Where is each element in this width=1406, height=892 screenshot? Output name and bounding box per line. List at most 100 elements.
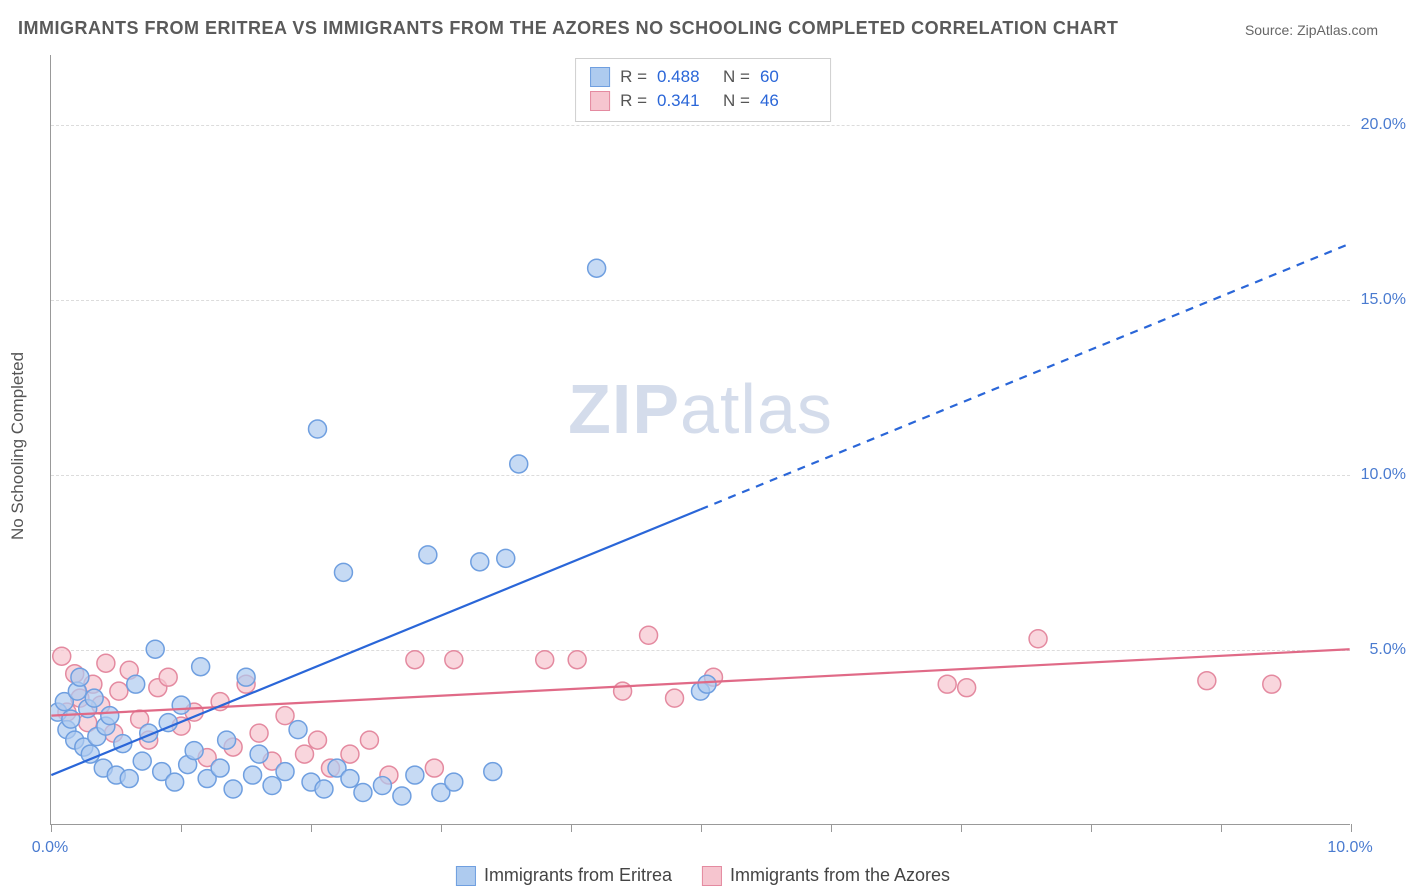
data-point (101, 707, 119, 725)
xtick (441, 824, 442, 832)
ytick-label: 20.0% (1361, 116, 1406, 134)
data-point (263, 777, 281, 795)
data-point (666, 689, 684, 707)
data-point (640, 626, 658, 644)
trend-line (701, 244, 1350, 510)
r-label: R = (620, 67, 647, 87)
data-point (373, 777, 391, 795)
data-point (296, 745, 314, 763)
plot-area: ZIPatlas 5.0%10.0%15.0%20.0% (50, 55, 1350, 825)
data-point (425, 759, 443, 777)
xtick-label: 10.0% (1327, 839, 1372, 857)
data-point (133, 752, 151, 770)
xtick (1221, 824, 1222, 832)
ytick-label: 5.0% (1370, 641, 1406, 659)
xtick (701, 824, 702, 832)
r-value-eritrea: 0.488 (657, 67, 713, 87)
legend-item-azores: Immigrants from the Azores (702, 865, 950, 886)
xtick (1351, 824, 1352, 832)
data-point (218, 731, 236, 749)
stats-legend: R = 0.488 N = 60 R = 0.341 N = 46 (575, 58, 831, 122)
data-point (309, 731, 327, 749)
legend-swatch-azores (702, 866, 722, 886)
swatch-azores (590, 91, 610, 111)
data-point (250, 745, 268, 763)
data-point (62, 710, 80, 728)
xtick (1091, 824, 1092, 832)
n-value-azores: 46 (760, 91, 816, 111)
stats-row-eritrea: R = 0.488 N = 60 (590, 65, 816, 89)
data-point (97, 654, 115, 672)
data-point (192, 658, 210, 676)
data-point (698, 675, 716, 693)
n-value-eritrea: 60 (760, 67, 816, 87)
data-point (406, 766, 424, 784)
chart-title: IMMIGRANTS FROM ERITREA VS IMMIGRANTS FR… (18, 18, 1118, 39)
source-label: Source: (1245, 22, 1293, 38)
source-value: ZipAtlas.com (1297, 22, 1378, 38)
xtick (571, 824, 572, 832)
data-point (224, 780, 242, 798)
data-point (309, 420, 327, 438)
data-point (159, 668, 177, 686)
r-label: R = (620, 91, 647, 111)
data-point (614, 682, 632, 700)
xtick (311, 824, 312, 832)
data-point (53, 647, 71, 665)
xtick (831, 824, 832, 832)
xtick (181, 824, 182, 832)
xtick (961, 824, 962, 832)
data-point (276, 763, 294, 781)
chart-svg (51, 55, 1350, 824)
data-point (289, 721, 307, 739)
data-point (354, 784, 372, 802)
data-point (146, 640, 164, 658)
data-point (958, 679, 976, 697)
data-point (71, 668, 89, 686)
ytick-label: 10.0% (1361, 466, 1406, 484)
data-point (334, 563, 352, 581)
data-point (360, 731, 378, 749)
data-point (81, 745, 99, 763)
swatch-eritrea (590, 67, 610, 87)
data-point (1029, 630, 1047, 648)
source-credit: Source: ZipAtlas.com (1245, 22, 1378, 38)
data-point (588, 259, 606, 277)
xtick-label: 0.0% (32, 839, 68, 857)
legend-item-eritrea: Immigrants from Eritrea (456, 865, 672, 886)
data-point (568, 651, 586, 669)
data-point (120, 770, 138, 788)
data-point (471, 553, 489, 571)
legend-label-eritrea: Immigrants from Eritrea (484, 865, 672, 886)
data-point (406, 651, 424, 669)
data-point (1263, 675, 1281, 693)
n-label: N = (723, 67, 750, 87)
data-point (341, 745, 359, 763)
data-point (172, 696, 190, 714)
data-point (419, 546, 437, 564)
data-point (185, 742, 203, 760)
stats-row-azores: R = 0.341 N = 46 (590, 89, 816, 113)
data-point (938, 675, 956, 693)
data-point (237, 668, 255, 686)
data-point (276, 707, 294, 725)
data-point (211, 759, 229, 777)
series-legend: Immigrants from Eritrea Immigrants from … (456, 865, 950, 886)
data-point (536, 651, 554, 669)
legend-label-azores: Immigrants from the Azores (730, 865, 950, 886)
data-point (127, 675, 145, 693)
data-point (85, 689, 103, 707)
n-label: N = (723, 91, 750, 111)
data-point (166, 773, 184, 791)
data-point (510, 455, 528, 473)
data-point (250, 724, 268, 742)
data-point (484, 763, 502, 781)
data-point (315, 780, 333, 798)
data-point (445, 651, 463, 669)
data-point (393, 787, 411, 805)
data-point (445, 773, 463, 791)
y-axis-title: No Schooling Completed (8, 352, 28, 540)
data-point (244, 766, 262, 784)
xtick (51, 824, 52, 832)
ytick-label: 15.0% (1361, 291, 1406, 309)
